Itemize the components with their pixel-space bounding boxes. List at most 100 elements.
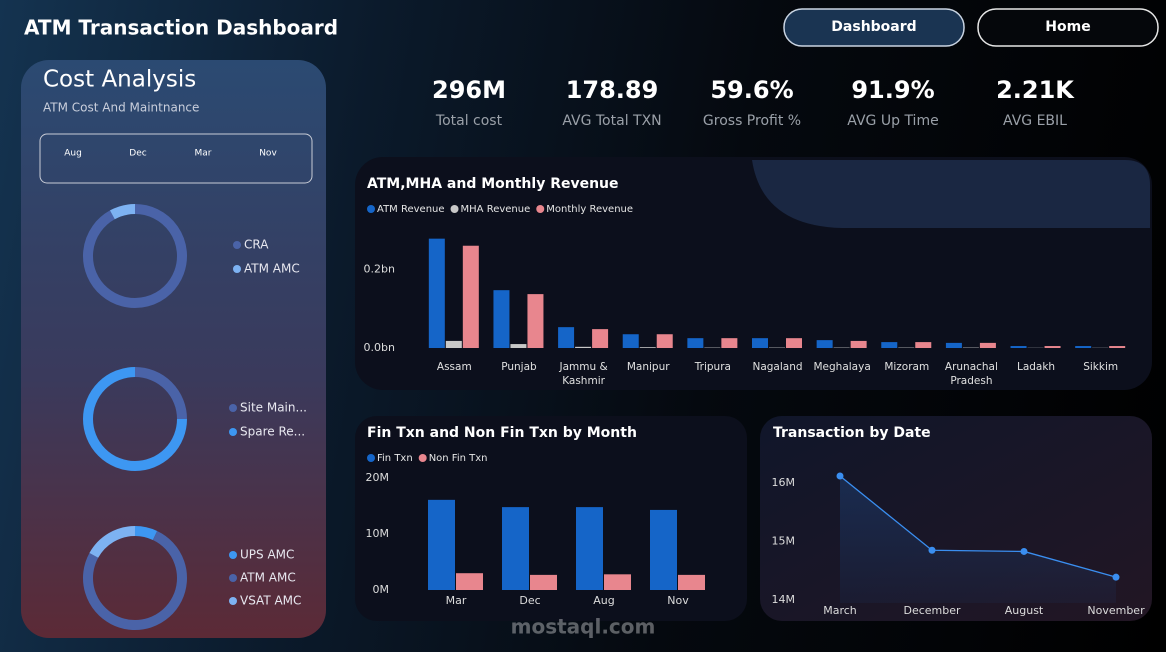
legend-marker — [536, 205, 545, 213]
y-tick-label: 0M — [373, 583, 390, 596]
x-tick-label: Manipur — [626, 361, 670, 373]
legend-label: ATM AMC — [240, 571, 296, 585]
x-tick-label: Dec — [519, 594, 540, 607]
bar — [1109, 346, 1126, 348]
legend-marker — [233, 265, 241, 273]
legend-marker — [229, 597, 237, 605]
bar — [678, 574, 705, 590]
bar — [493, 290, 510, 348]
button-label: Home — [1045, 19, 1090, 35]
bar — [687, 338, 704, 348]
bar — [592, 329, 609, 348]
legend-marker — [367, 205, 375, 213]
donut-segment — [109, 204, 136, 220]
line-point — [836, 472, 844, 480]
bar — [650, 509, 677, 590]
button-bg — [977, 8, 1159, 47]
month-option[interactable]: Aug — [64, 149, 82, 159]
x-tick-label: Aug — [593, 594, 614, 607]
cost-panel — [21, 60, 326, 638]
legend-label: Monthly Revenue — [546, 204, 633, 215]
x-tick-label: Assam — [436, 361, 472, 373]
kpi-label: AVG Total TXN — [562, 113, 661, 129]
legend-marker — [450, 205, 459, 213]
bar — [915, 342, 932, 348]
txn-panel — [355, 416, 747, 621]
legend-label: CRA — [244, 238, 269, 252]
bar — [850, 340, 867, 348]
y-tick-label: 0.0bn — [364, 341, 395, 354]
x-tick-label: Jammu & Kashmir — [559, 361, 608, 387]
legend-label: Fin Txn — [377, 453, 413, 464]
nav-button[interactable]: Home — [977, 8, 1159, 47]
line — [839, 475, 1117, 578]
legend-label: Spare Re... — [240, 425, 305, 439]
kpi-value: 91.9% — [851, 76, 934, 104]
kpi-label: AVG Up Time — [847, 113, 938, 129]
bar — [558, 327, 575, 348]
bar — [1075, 346, 1092, 348]
bar — [881, 342, 898, 348]
chart-title: Fin Txn and Non Fin Txn by Month — [367, 425, 637, 441]
y-tick-label: 0.2bn — [364, 262, 395, 275]
x-tick-label: August — [1005, 604, 1044, 617]
donut-segment — [83, 367, 187, 471]
legend-label: ATM AMC — [244, 262, 300, 276]
bar — [721, 338, 738, 348]
chart-title: Transaction by Date — [773, 425, 931, 441]
bar — [575, 346, 592, 348]
legend-label: Site Main... — [240, 401, 307, 415]
y-tick-label: 16M — [772, 476, 796, 489]
nav-button[interactable]: Dashboard — [783, 8, 965, 47]
legend-marker — [233, 241, 241, 249]
kpi-value: 2.21K — [996, 76, 1075, 104]
legend-marker — [229, 428, 237, 436]
x-tick-label: March — [823, 604, 857, 617]
kpi-label: AVG EBIL — [1003, 113, 1067, 129]
bar — [462, 245, 479, 348]
kpi-value: 59.6% — [710, 76, 793, 104]
bar — [816, 340, 833, 348]
legend-marker — [367, 454, 375, 462]
donut-segment — [83, 204, 187, 308]
bar — [456, 573, 483, 590]
legend-label: ATM Revenue — [377, 204, 445, 215]
bar — [656, 334, 673, 348]
month-option[interactable]: Nov — [259, 149, 277, 159]
bar — [604, 574, 631, 590]
x-tick-label: Tripura — [694, 361, 731, 373]
y-tick-label: 20M — [366, 471, 390, 484]
x-tick-label: Arunachal Pradesh — [944, 361, 998, 387]
line-point — [928, 546, 936, 554]
month-slicer — [39, 133, 313, 184]
donut-segment — [134, 367, 187, 420]
button-bg — [783, 8, 965, 47]
dashboard-title: ATM Transaction Dashboard — [24, 16, 338, 40]
x-tick-label: Sikkim — [1083, 361, 1119, 373]
panel-decoration — [752, 160, 1150, 228]
legend-label: UPS AMC — [240, 548, 294, 562]
bar — [576, 507, 603, 590]
legend-marker — [229, 404, 237, 412]
kpi-value: 178.89 — [566, 76, 659, 104]
donut-segment — [89, 526, 136, 558]
legend-marker — [229, 551, 237, 559]
kpi-label: Gross Profit % — [703, 113, 801, 129]
bar — [786, 338, 802, 348]
bar — [1010, 346, 1027, 348]
x-tick-label: Mar — [446, 594, 467, 607]
bar — [428, 499, 455, 590]
donut-segment — [134, 526, 158, 541]
x-tick-label: Nagaland — [752, 361, 803, 373]
bar — [622, 334, 639, 348]
month-option[interactable]: Mar — [195, 149, 212, 159]
x-tick-label: Mizoram — [884, 361, 930, 373]
legend-marker — [418, 454, 427, 462]
month-option[interactable]: Dec — [129, 149, 146, 159]
bar — [1044, 346, 1061, 348]
bar — [445, 340, 462, 348]
bar — [945, 342, 962, 348]
bar — [527, 294, 544, 348]
